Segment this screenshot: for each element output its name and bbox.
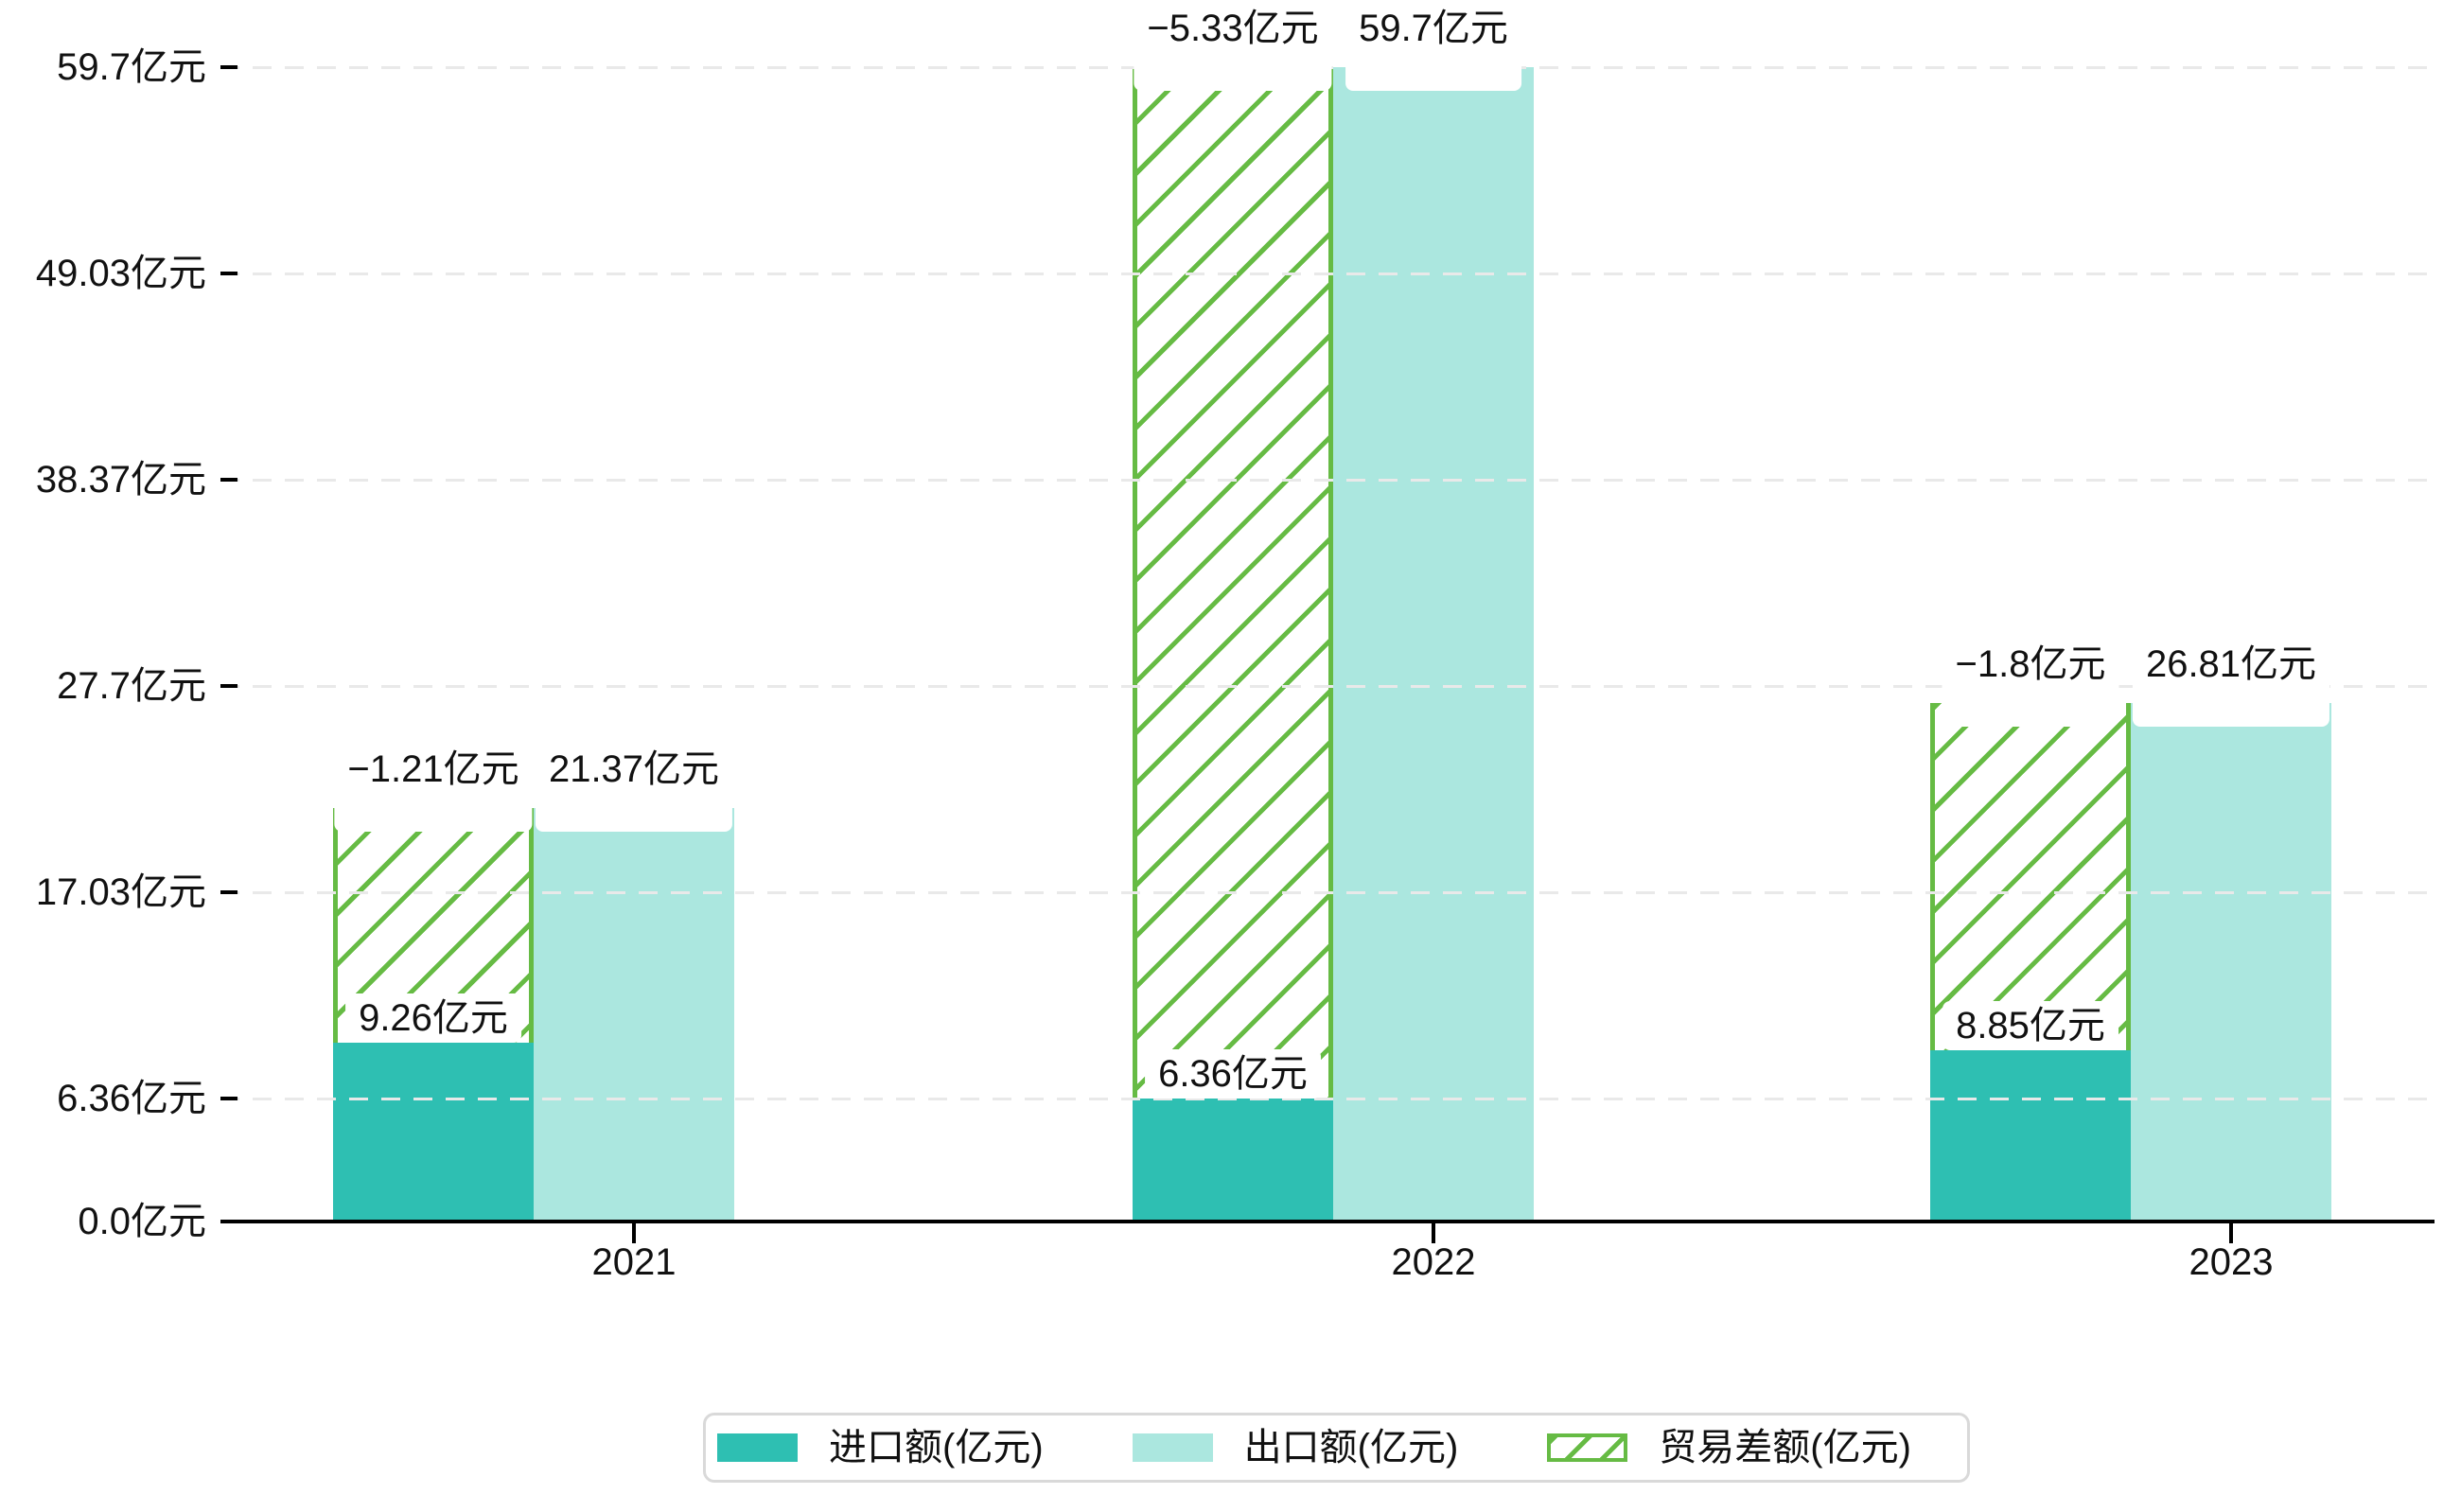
gridline (220, 891, 2435, 894)
trade-diff-hatch-bar (1133, 67, 1333, 1099)
y-axis-tick (220, 684, 237, 688)
import-bar (333, 1043, 534, 1220)
trade-diff-hatch-bar (1930, 703, 2131, 1050)
y-axis-tick-label: 49.03亿元 (35, 253, 206, 294)
y-axis-tick (220, 478, 237, 482)
x-axis-tick (1432, 1223, 1435, 1243)
y-axis-tick (220, 1097, 237, 1100)
import-value-label: 6.36亿元 (1145, 1049, 1321, 1099)
import-bar (1930, 1050, 2131, 1220)
trade-diff-value-label: −5.33亿元 (1134, 5, 1332, 91)
gridline (220, 479, 2435, 482)
y-axis-tick-label: 59.7亿元 (57, 46, 206, 88)
y-axis-tick-label: 6.36亿元 (57, 1078, 206, 1119)
legend-label-export: 出口额(亿元) (1243, 1427, 1459, 1468)
gridline (220, 685, 2435, 688)
x-axis-category-label: 2021 (591, 1241, 677, 1283)
gridline (220, 1098, 2435, 1100)
export-value-label: 59.7亿元 (1345, 5, 1521, 91)
import-bar (1133, 1099, 1333, 1220)
y-axis-tick-label: 17.03亿元 (35, 871, 206, 913)
y-axis-tick-label: 27.7亿元 (57, 665, 206, 707)
export-bar (534, 808, 734, 1220)
import-swatch-icon (717, 1433, 798, 1462)
trade-diff-value-label: −1.8亿元 (1942, 641, 2119, 727)
x-axis-line (220, 1220, 2435, 1223)
y-axis-tick-label: 38.37亿元 (35, 459, 206, 501)
export-value-label: 26.81亿元 (2132, 641, 2330, 727)
export-bar (2131, 703, 2331, 1220)
legend-item-import: 进口额(亿元) (717, 1425, 1044, 1470)
import-value-label: 9.26亿元 (345, 993, 521, 1043)
y-axis-tick (220, 890, 237, 894)
gridline (220, 273, 2435, 275)
x-axis-tick (632, 1223, 636, 1243)
x-axis-category-label: 2022 (1391, 1241, 1476, 1283)
trade-diff-hatch-swatch-icon (1547, 1433, 1628, 1462)
export-value-label: 21.37亿元 (535, 746, 733, 832)
x-axis-tick (2229, 1223, 2233, 1243)
legend: 进口额(亿元) 出口额(亿元) 贸易差额(亿元) (703, 1413, 1970, 1483)
y-axis-tick (220, 272, 237, 275)
legend-label-diff: 贸易差额(亿元) (1659, 1427, 1911, 1468)
export-bar (1333, 67, 1534, 1220)
x-axis-category-label: 2023 (2189, 1241, 2274, 1283)
import-value-label: 8.85亿元 (1942, 1001, 2118, 1050)
legend-item-diff: 贸易差额(亿元) (1547, 1425, 1911, 1470)
y-axis-tick (220, 65, 237, 69)
trade-diff-value-label: −1.21亿元 (334, 746, 533, 832)
legend-item-export: 出口额(亿元) (1132, 1425, 1459, 1470)
export-swatch-icon (1132, 1433, 1213, 1462)
y-axis-tick-label: 0.0亿元 (78, 1201, 206, 1242)
legend-label-import: 进口额(亿元) (829, 1427, 1044, 1468)
